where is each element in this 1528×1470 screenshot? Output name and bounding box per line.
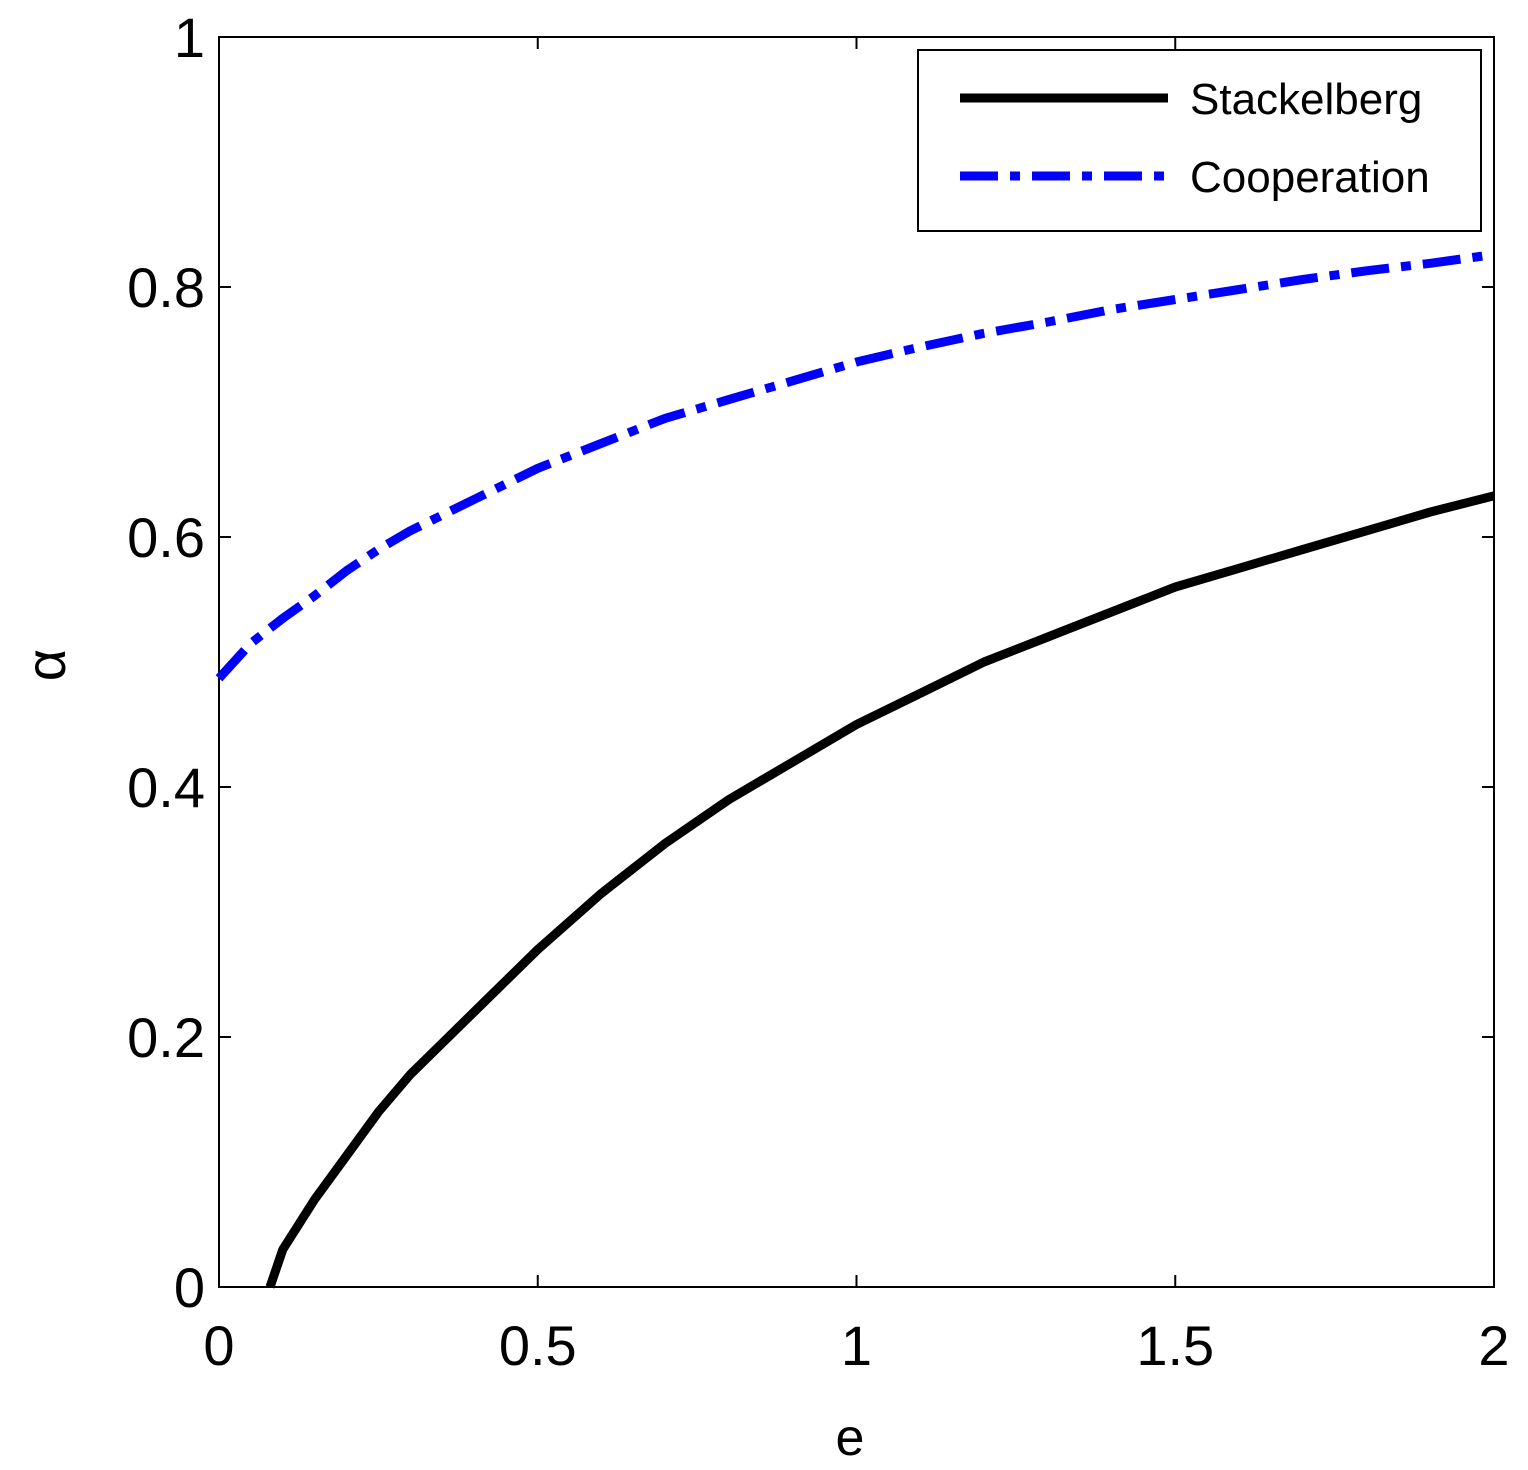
y-tick-label: 0.6 (127, 506, 205, 569)
x-tick-label: 1.5 (1136, 1314, 1214, 1377)
y-tick-label: 0.8 (127, 256, 205, 319)
series-line-stackelberg (265, 491, 1496, 1289)
x-tick-label: 0 (203, 1314, 234, 1377)
x-tick-label: 1 (841, 1314, 872, 1377)
legend-label: Stackelberg (1190, 75, 1422, 124)
x-axis-label: e (836, 1409, 865, 1467)
y-tick-label: 0 (174, 1256, 205, 1319)
plot-area (218, 36, 1495, 1288)
legend-label: Cooperation (1190, 153, 1430, 202)
ticks: 0 0.5 1 1.5 2 0 0.2 0.4 0.6 0.8 1 (127, 6, 1509, 1377)
x-tick-label: 2 (1478, 1314, 1509, 1377)
y-tick-label: 1 (174, 6, 205, 69)
legend-box (917, 49, 1482, 232)
series-line-cooperation (215, 250, 1495, 682)
x-tick-label: 0.5 (499, 1314, 577, 1377)
y-tick-label: 0.2 (127, 1006, 205, 1069)
y-axis-label: α (14, 649, 77, 681)
legend: Stackelberg Cooperation (917, 49, 1482, 232)
y-tick-label: 0.4 (127, 756, 205, 819)
series-layer (215, 250, 1496, 1289)
